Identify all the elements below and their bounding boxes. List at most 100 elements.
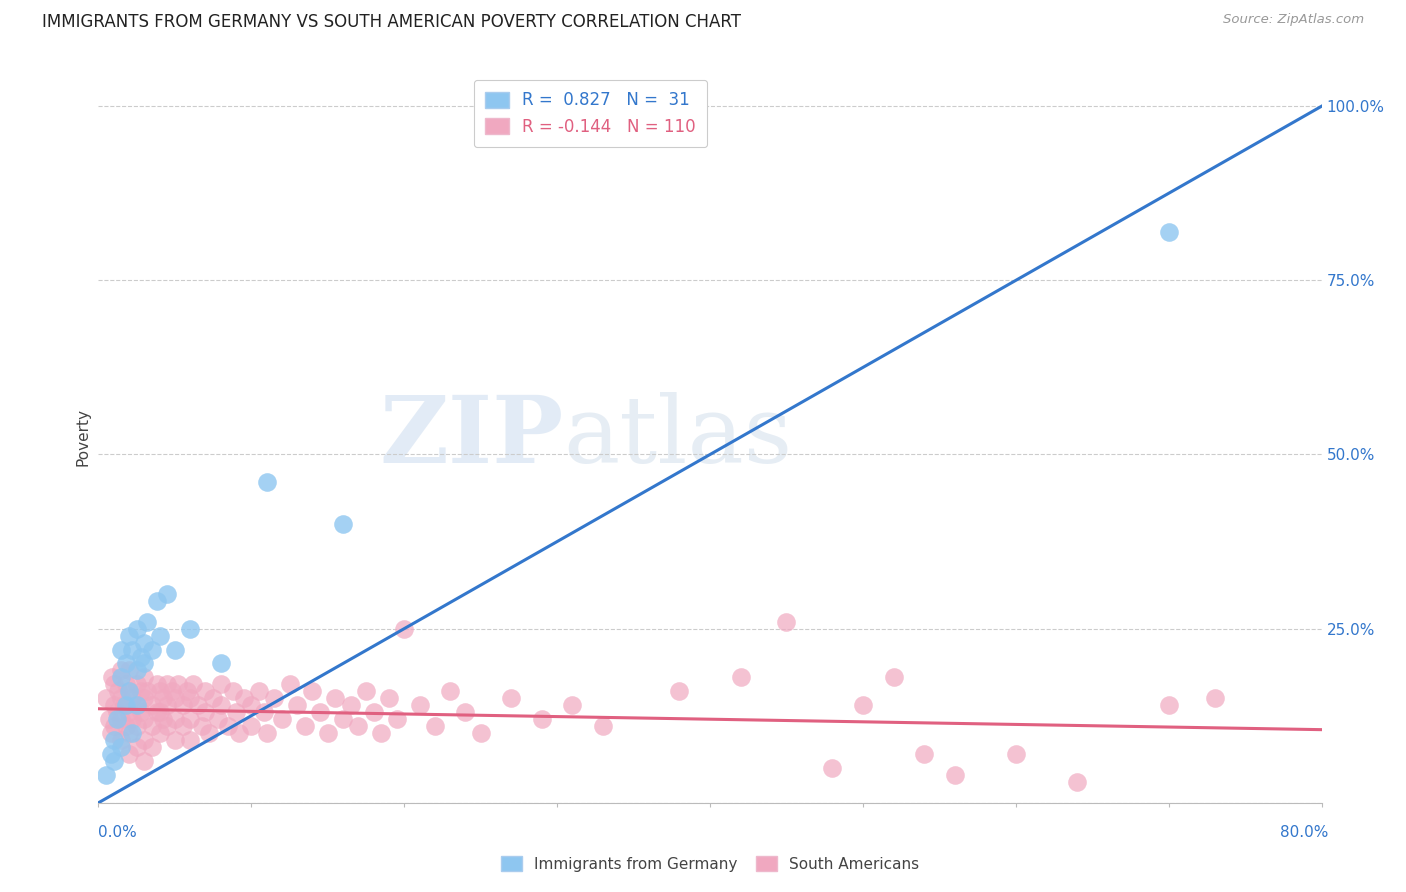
Point xyxy=(101,670,124,684)
Point xyxy=(408,698,430,713)
Point xyxy=(561,698,583,713)
Point xyxy=(134,691,156,706)
Point xyxy=(252,705,274,719)
Point xyxy=(141,642,163,657)
Point xyxy=(912,747,935,761)
Point xyxy=(125,664,148,678)
Point xyxy=(285,698,308,713)
Point xyxy=(172,698,194,713)
Point xyxy=(172,719,194,733)
Point xyxy=(121,691,143,706)
Point xyxy=(118,726,141,740)
Point xyxy=(363,705,385,719)
Point xyxy=(370,726,392,740)
Point xyxy=(141,719,163,733)
Point xyxy=(209,698,232,713)
Point xyxy=(202,691,225,706)
Point xyxy=(149,705,172,719)
Point xyxy=(94,768,117,782)
Point xyxy=(1157,698,1180,713)
Point xyxy=(194,705,217,719)
Point xyxy=(256,475,278,490)
Text: ZIP: ZIP xyxy=(380,392,564,482)
Y-axis label: Poverty: Poverty xyxy=(75,408,90,467)
Point xyxy=(883,670,905,684)
Point xyxy=(228,726,250,740)
Point xyxy=(163,712,186,726)
Point xyxy=(103,733,125,747)
Point xyxy=(156,587,179,601)
Point xyxy=(163,733,186,747)
Point xyxy=(668,684,690,698)
Legend: R =  0.827   N =  31, R = -0.144   N = 110: R = 0.827 N = 31, R = -0.144 N = 110 xyxy=(474,79,707,147)
Point xyxy=(136,615,159,629)
Text: 80.0%: 80.0% xyxy=(1281,825,1329,840)
Point xyxy=(852,698,875,713)
Point xyxy=(125,740,148,755)
Point xyxy=(270,712,292,726)
Point xyxy=(110,733,132,747)
Point xyxy=(501,691,523,706)
Text: 0.0%: 0.0% xyxy=(98,825,138,840)
Point xyxy=(301,684,323,698)
Point xyxy=(156,719,179,733)
Point xyxy=(1204,691,1226,706)
Point xyxy=(103,677,125,691)
Point xyxy=(179,733,201,747)
Point xyxy=(197,726,219,740)
Point xyxy=(121,642,143,657)
Point xyxy=(240,698,263,713)
Point xyxy=(332,712,354,726)
Point xyxy=(354,684,377,698)
Point xyxy=(110,691,132,706)
Point xyxy=(176,684,198,698)
Point xyxy=(454,705,477,719)
Point xyxy=(118,684,141,698)
Point xyxy=(278,677,301,691)
Point xyxy=(217,719,239,733)
Point xyxy=(207,712,229,726)
Point xyxy=(145,705,167,719)
Point xyxy=(191,719,214,733)
Point xyxy=(110,642,132,657)
Point xyxy=(821,761,844,775)
Point xyxy=(309,705,332,719)
Point xyxy=(160,684,183,698)
Point xyxy=(145,677,167,691)
Text: Source: ZipAtlas.com: Source: ZipAtlas.com xyxy=(1223,13,1364,27)
Point xyxy=(225,705,247,719)
Point xyxy=(129,684,152,698)
Point xyxy=(110,664,132,678)
Point xyxy=(392,622,416,636)
Point xyxy=(1004,747,1026,761)
Point xyxy=(423,719,446,733)
Point xyxy=(294,719,316,733)
Point xyxy=(179,622,201,636)
Point xyxy=(103,719,125,733)
Point xyxy=(232,691,254,706)
Point xyxy=(179,691,201,706)
Point xyxy=(152,712,174,726)
Point xyxy=(730,670,752,684)
Point xyxy=(129,705,152,719)
Point xyxy=(316,726,339,740)
Point xyxy=(187,698,209,713)
Point xyxy=(121,712,143,726)
Text: IMMIGRANTS FROM GERMANY VS SOUTH AMERICAN POVERTY CORRELATION CHART: IMMIGRANTS FROM GERMANY VS SOUTH AMERICA… xyxy=(42,13,741,31)
Point xyxy=(943,768,966,782)
Point xyxy=(156,677,179,691)
Point xyxy=(332,517,354,532)
Point xyxy=(118,705,141,719)
Point xyxy=(240,719,263,733)
Point xyxy=(118,664,141,678)
Point xyxy=(163,691,186,706)
Point xyxy=(121,726,143,740)
Point xyxy=(125,677,148,691)
Point xyxy=(115,719,138,733)
Point xyxy=(263,691,285,706)
Point xyxy=(1157,225,1180,239)
Point xyxy=(134,670,156,684)
Point xyxy=(167,677,190,691)
Point xyxy=(136,684,159,698)
Point xyxy=(115,657,138,671)
